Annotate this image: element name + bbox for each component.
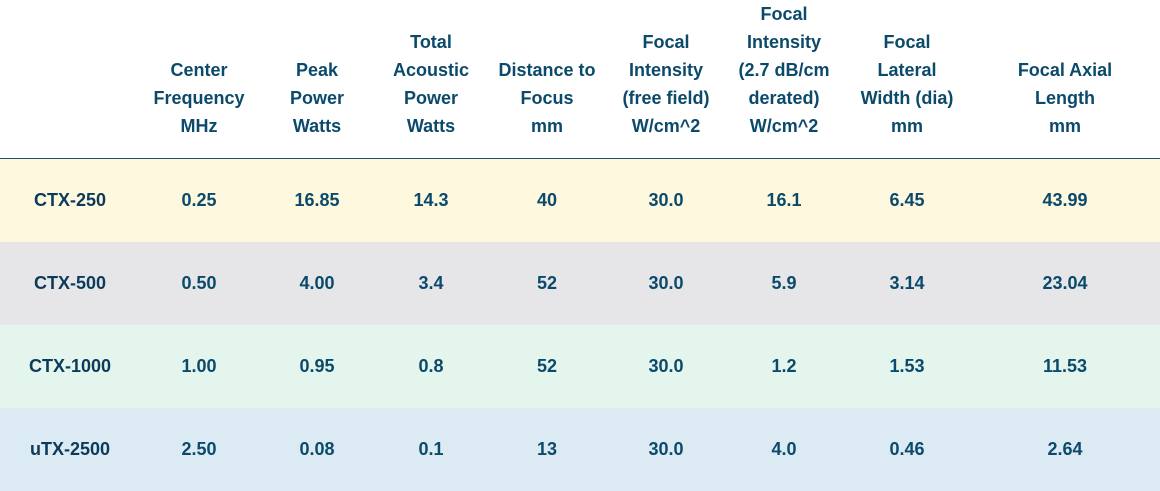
table-cell: 1.00 (181, 355, 217, 376)
table-cell: 0.95 (299, 355, 335, 376)
table-cell: 2.50 (181, 438, 217, 459)
table-cell: 14.3 (413, 189, 449, 210)
table-cell: 0.1 (418, 438, 444, 459)
table-row: CTX-1000 1.00 0.95 0.8 52 30.0 1.2 1.53 … (0, 324, 1160, 408)
table-cell: 52 (536, 272, 558, 293)
header-row: Center Frequency MHz Peak Power Watts To… (0, 0, 1160, 159)
table-row: CTX-500 0.50 4.00 3.4 52 30.0 5.9 3.14 2… (0, 241, 1160, 325)
table-cell: 4.0 (771, 438, 797, 459)
header-center-frequency: Center Frequency MHz (140, 0, 258, 159)
header-focal-axial-length: Focal Axial Length mm (970, 0, 1160, 159)
table-cell: 3.14 (889, 272, 925, 293)
table-cell: 0.46 (889, 438, 925, 459)
table-row: CTX-250 0.25 16.85 14.3 40 30.0 16.1 6.4… (0, 158, 1160, 242)
header-total-acoustic-power: Total Acoustic Power Watts (376, 0, 486, 159)
table-cell: 30.0 (648, 272, 684, 293)
table-cell: 16.1 (766, 189, 802, 210)
table-cell: 5.9 (771, 272, 797, 293)
header-peak-power: Peak Power Watts (258, 0, 376, 159)
table-cell: 16.85 (294, 189, 340, 210)
table-cell: 23.04 (1042, 272, 1088, 293)
header-focal-intensity-free-field: Focal Intensity (free field) W/cm^2 (608, 0, 724, 159)
model-name: CTX-250 (33, 189, 107, 210)
table-cell: 43.99 (1042, 189, 1088, 210)
table-cell: 30.0 (648, 355, 684, 376)
table-cell: 13 (536, 438, 558, 459)
model-name: CTX-1000 (28, 355, 112, 376)
table-cell: 0.25 (181, 189, 217, 210)
table-cell: 1.53 (889, 355, 925, 376)
model-name: CTX-500 (33, 272, 107, 293)
header-model (0, 0, 140, 159)
header-focal-lateral-width: Focal Lateral Width (dia) mm (844, 0, 970, 159)
table-cell: 0.8 (418, 355, 444, 376)
table-cell: 3.4 (418, 272, 444, 293)
header-distance-to-focus: Distance to Focus mm (486, 0, 608, 159)
table-cell: 4.00 (299, 272, 335, 293)
table-body: CTX-250 0.25 16.85 14.3 40 30.0 16.1 6.4… (0, 158, 1160, 491)
table-cell: 0.08 (299, 438, 335, 459)
table-cell: 11.53 (1042, 355, 1088, 376)
model-name: uTX-2500 (29, 438, 111, 459)
table-cell: 30.0 (648, 189, 684, 210)
table-cell: 2.64 (1047, 438, 1083, 459)
table-cell: 0.50 (181, 272, 217, 293)
table-row: uTX-2500 2.50 0.08 0.1 13 30.0 4.0 0.46 … (0, 407, 1160, 491)
table-cell: 40 (536, 189, 558, 210)
table-cell: 1.2 (771, 355, 797, 376)
table-cell: 52 (536, 355, 558, 376)
header-focal-intensity-derated: Focal Intensity (2.7 dB/cm derated) W/cm… (724, 0, 844, 159)
table-cell: 30.0 (648, 438, 684, 459)
table-cell: 6.45 (889, 189, 925, 210)
table-header: Center Frequency MHz Peak Power Watts To… (0, 0, 1160, 159)
